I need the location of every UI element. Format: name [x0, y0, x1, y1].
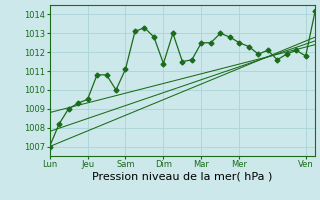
X-axis label: Pression niveau de la mer( hPa ): Pression niveau de la mer( hPa )	[92, 172, 273, 182]
